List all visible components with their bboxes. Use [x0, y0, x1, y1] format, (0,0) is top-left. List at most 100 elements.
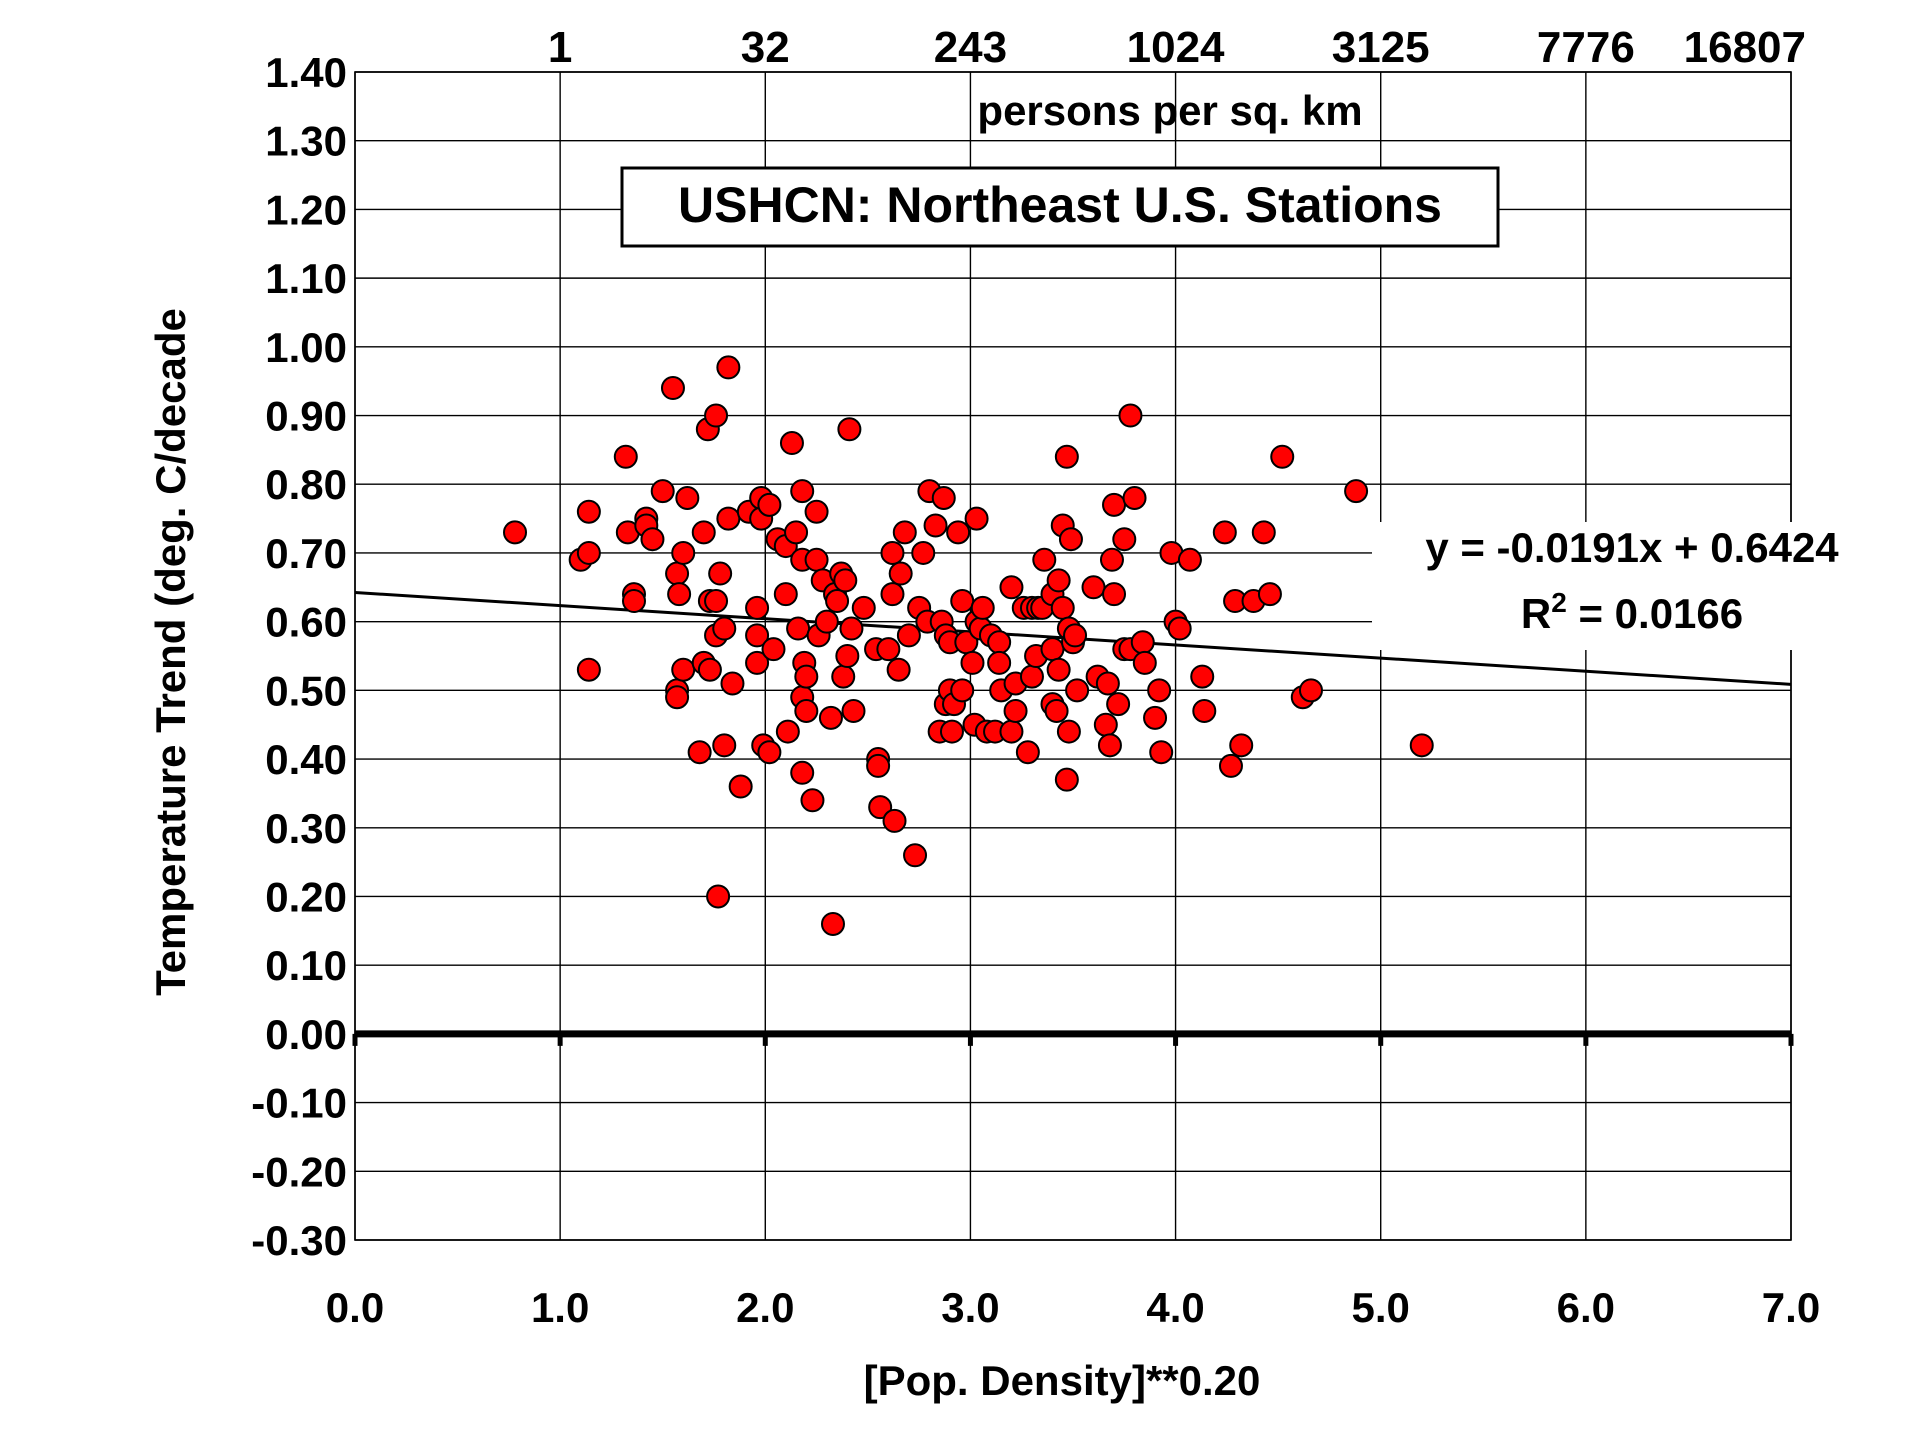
trend-equation: y = -0.0191x + 0.6424 [1425, 524, 1839, 571]
data-point [790, 479, 815, 504]
y-tick-label: 1.10 [265, 255, 347, 302]
data-point [946, 520, 971, 545]
data-point [1058, 527, 1083, 552]
y-tick-label: 0.20 [265, 873, 347, 920]
y-tick-label: -0.10 [251, 1080, 347, 1127]
data-point [775, 719, 800, 744]
data-point [720, 671, 745, 696]
x-tick-label: 5.0 [1352, 1284, 1410, 1331]
data-point [794, 698, 819, 723]
data-point [1097, 733, 1122, 758]
r-squared-superscript: 2 [1551, 587, 1567, 618]
data-point [716, 355, 741, 380]
data-point [1118, 403, 1143, 428]
data-point [1099, 547, 1124, 572]
top-axis-tick-label: 243 [934, 23, 1007, 72]
data-point [880, 540, 905, 565]
data-point [1106, 692, 1131, 717]
top-axis-tick-label: 16807 [1684, 23, 1806, 72]
data-point [675, 485, 700, 510]
y-tick-label: 0.60 [265, 599, 347, 646]
data-point [841, 698, 866, 723]
data-point [820, 911, 845, 936]
y-tick-labels: -0.30 -0.20 -0.10 0.00 0.10 0.20 0.30 0.40 0.50 0… [251, 49, 347, 1264]
trend-equation-background [1372, 522, 1912, 650]
data-point [1003, 698, 1028, 723]
data-point [1409, 733, 1434, 758]
data-point [704, 589, 729, 614]
data-point [1167, 616, 1192, 641]
data-point [1102, 582, 1127, 607]
data-point [671, 657, 696, 682]
data-point [950, 678, 975, 703]
data-point [712, 616, 737, 641]
data-point [950, 589, 975, 614]
chart-title-box: USHCN: Northeast U.S. Stations [620, 166, 1500, 248]
data-point [1093, 712, 1118, 737]
x-axis-title: [Pop. Density]**0.20 [864, 1357, 1261, 1404]
data-point [964, 506, 989, 531]
x-tick-label: 7.0 [1762, 1284, 1820, 1331]
data-point [1056, 719, 1081, 744]
data-point [903, 843, 928, 868]
data-point [882, 808, 907, 833]
data-point [1257, 582, 1282, 607]
data-point [1298, 678, 1323, 703]
data-point [1065, 678, 1090, 703]
data-point [825, 589, 850, 614]
y-tick-label: 0.50 [265, 667, 347, 714]
r-squared-value: = 0.0166 [1567, 590, 1743, 637]
trend-equation-box: y = -0.0191x + 0.6424 R2 = 0.0166 [1372, 522, 1912, 650]
data-point [804, 499, 829, 524]
data-point [999, 575, 1024, 600]
x-tick-label: 2.0 [736, 1284, 794, 1331]
data-point [839, 616, 864, 641]
data-point [911, 540, 936, 565]
zero-axis-group [352, 1030, 1794, 1046]
data-point [892, 520, 917, 545]
data-point [1046, 657, 1071, 682]
plot-border [354, 71, 1792, 1241]
top-axis-tick-label: 1 [548, 23, 572, 72]
data-point [987, 630, 1012, 655]
data-point [613, 444, 638, 469]
data-point [779, 431, 804, 456]
data-point [790, 760, 815, 785]
data-point [667, 582, 692, 607]
data-point [800, 788, 825, 813]
y-axis-title: Temperature Trend (deg. C/decade [147, 308, 194, 996]
data-point [1102, 492, 1127, 517]
y-tick-label: -0.20 [251, 1148, 347, 1195]
data-point [1095, 671, 1120, 696]
y-tick-label: -0.30 [251, 1217, 347, 1264]
top-axis-tick-label: 3125 [1332, 23, 1430, 72]
r-squared-prefix: R [1521, 590, 1551, 637]
data-point [671, 540, 696, 565]
data-point [866, 753, 891, 778]
y-tick-label: 1.00 [265, 324, 347, 371]
data-point [1218, 753, 1243, 778]
data-point [1054, 444, 1079, 469]
data-point [576, 499, 601, 524]
data-point [835, 644, 860, 668]
x-tick-label: 6.0 [1557, 1284, 1615, 1331]
data-point [1122, 485, 1147, 510]
data-point [1190, 664, 1215, 689]
data-point [691, 520, 716, 545]
data-point [923, 513, 948, 538]
data-point [1212, 520, 1237, 545]
y-tick-label: 0.90 [265, 393, 347, 440]
data-point [794, 664, 819, 689]
data-point [888, 561, 913, 586]
data-point [833, 568, 858, 593]
data-point [621, 589, 646, 614]
data-point [939, 719, 964, 744]
y-tick-label: 0.70 [265, 530, 347, 577]
data-point [1251, 520, 1276, 545]
top-axis-tick-label: 32 [741, 23, 790, 72]
data-point [1054, 767, 1079, 792]
chart-title-border [620, 166, 1500, 248]
data-point [804, 547, 829, 572]
data-point [1270, 444, 1295, 469]
